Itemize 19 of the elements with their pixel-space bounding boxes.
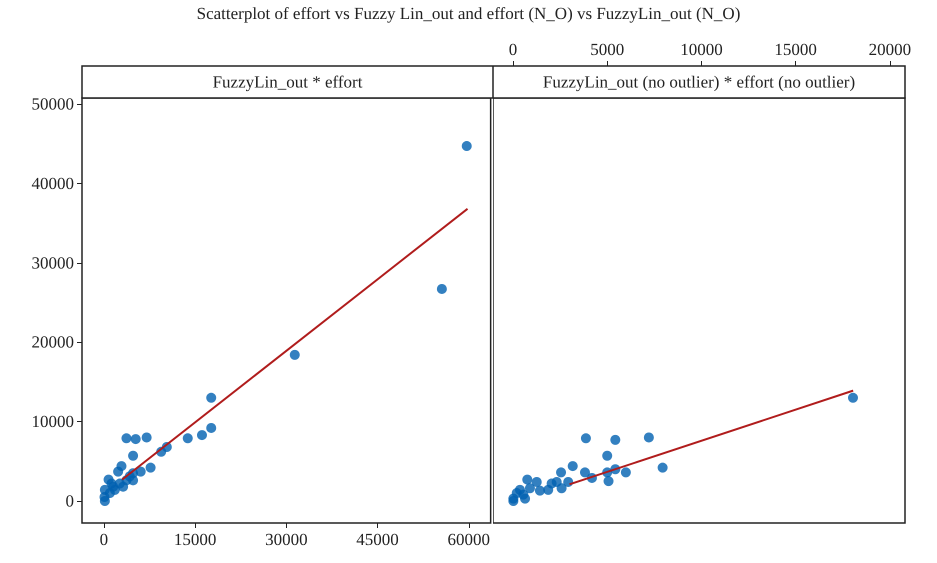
x-tick-label: 60000 bbox=[448, 530, 490, 549]
y-tick-label: 40000 bbox=[32, 174, 74, 193]
y-tick-label: 30000 bbox=[32, 253, 74, 272]
chart-title: FuzzyLin_out * effort bbox=[212, 72, 363, 92]
text: Scatterplot of effort vs Fuzzy Lin_out and effort (N_O) vs FuzzyLin_out (N_O) bbox=[196, 4, 742, 24]
x-tick-label: 0 bbox=[100, 530, 108, 549]
x-tick-label: 5000 bbox=[590, 40, 624, 59]
x-tick-label: 45000 bbox=[356, 530, 399, 549]
y-tick-label: 10000 bbox=[32, 412, 74, 432]
y-tick-label: 0 bbox=[66, 492, 74, 511]
x-tick-label: 30000 bbox=[265, 530, 308, 549]
y-tick-label: 20000 bbox=[32, 332, 74, 352]
x-tick-label: 10000 bbox=[680, 40, 723, 59]
chart-title: FuzzyLin_out (no outlier) * effort (no outlier) bbox=[542, 72, 856, 92]
y-tick-label: 50000 bbox=[32, 94, 74, 114]
x-tick-label: 15000 bbox=[774, 40, 817, 59]
x-tick-label: 20000 bbox=[868, 40, 912, 59]
x-tick-label: 0 bbox=[508, 40, 518, 59]
x-tick-label: 15000 bbox=[174, 530, 216, 549]
